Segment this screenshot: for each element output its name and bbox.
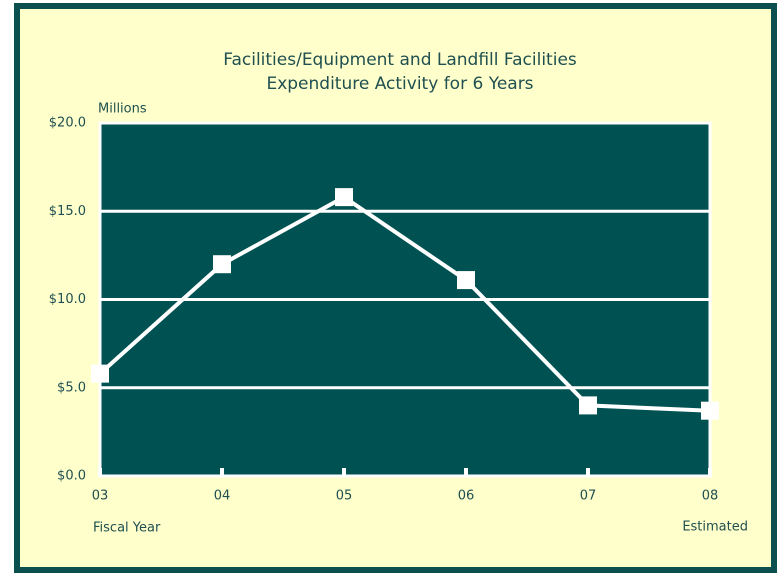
series-line [98, 194, 711, 413]
point-marker [91, 364, 109, 383]
x-tick-label: 08 [702, 489, 719, 504]
y-tick-label: $0.0 [57, 469, 86, 484]
x-tick-label: 06 [458, 489, 475, 504]
point-marker [335, 188, 353, 207]
point-marker [457, 271, 475, 290]
x-tick-label: 03 [92, 489, 109, 504]
annotation: Estimated [682, 520, 748, 535]
chart-title: Expenditure Activity for 6 Years [266, 74, 533, 94]
point-marker [579, 396, 597, 415]
x-tick-label: 07 [580, 489, 597, 504]
y-tick-label: $15.0 [49, 204, 86, 219]
y-axis-label: Millions [98, 102, 147, 117]
point-marker [701, 401, 719, 420]
x-tick-label: 04 [214, 489, 231, 504]
x-axis-label: Fiscal Year [93, 521, 161, 536]
point-marker [213, 255, 231, 274]
y-tick-label: $20.0 [49, 116, 86, 131]
chart-title: Facilities/Equipment and Landfill Facili… [223, 50, 577, 70]
x-tick-label: 05 [336, 489, 353, 504]
y-tick-label: $10.0 [49, 292, 86, 307]
y-tick-label: $5.0 [57, 380, 86, 395]
